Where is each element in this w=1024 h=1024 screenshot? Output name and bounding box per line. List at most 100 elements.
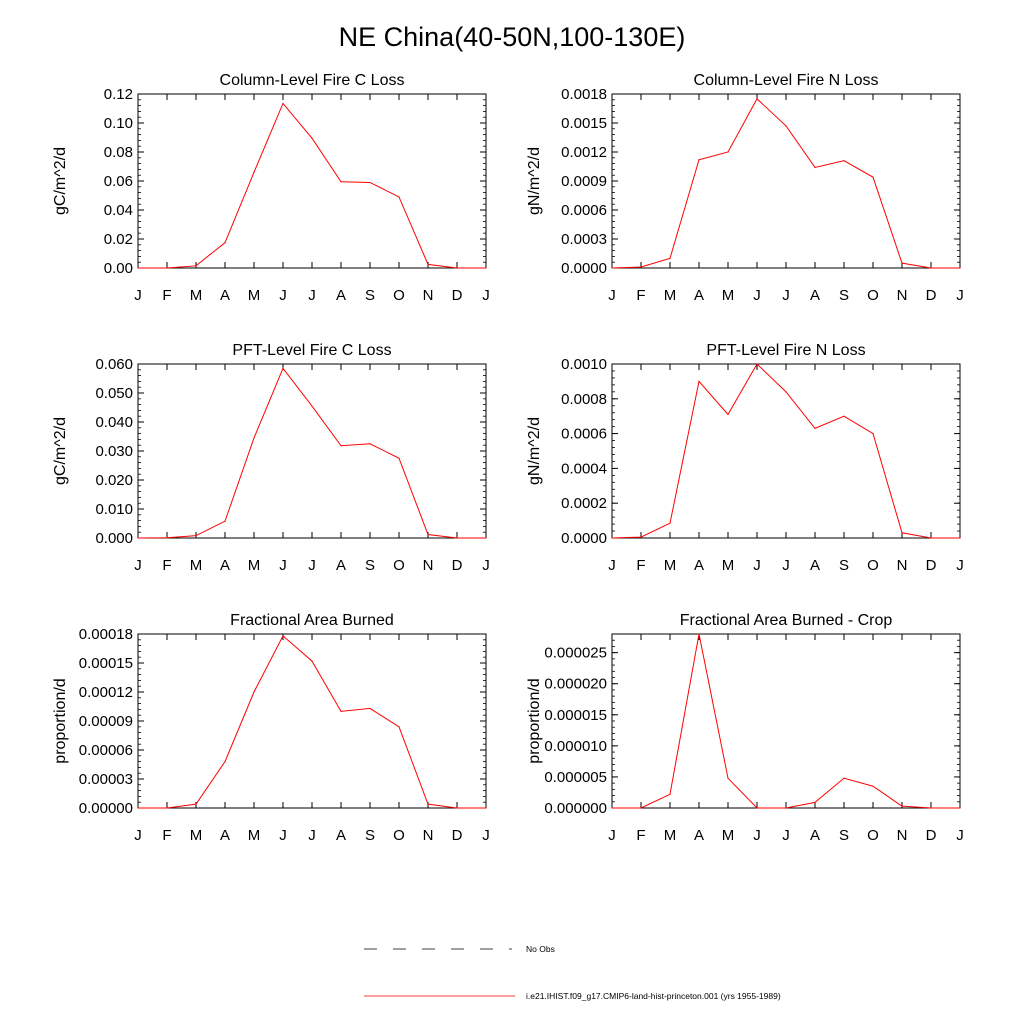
x-tick-label: N xyxy=(423,557,434,574)
series-line xyxy=(611,363,960,539)
x-tick-label: S xyxy=(839,287,849,304)
data-point xyxy=(166,537,168,539)
data-point xyxy=(224,761,226,763)
y-tick-label: 0.0006 xyxy=(561,202,607,219)
data-point xyxy=(137,267,139,269)
x-tick-label: M xyxy=(248,287,261,304)
series-line xyxy=(137,367,486,539)
x-tick-label: M xyxy=(664,287,677,304)
x-tick-label: D xyxy=(926,827,937,844)
x-tick-label: N xyxy=(897,557,908,574)
x-tick-label: O xyxy=(393,827,405,844)
chart-title: PFT-Level Fire C Loss xyxy=(232,342,391,359)
y-tick-label: 0.000 xyxy=(95,530,133,547)
x-tick-label: N xyxy=(423,287,434,304)
data-point xyxy=(611,267,613,269)
data-point xyxy=(727,777,729,779)
series-line xyxy=(612,633,960,809)
y-tick-label: 0.0002 xyxy=(561,495,607,512)
data-point xyxy=(901,262,903,264)
data-point xyxy=(930,537,932,539)
x-tick-label: M xyxy=(190,287,203,304)
series-line xyxy=(611,98,960,269)
x-tick-label: F xyxy=(162,287,171,304)
y-tick-label: 0.0003 xyxy=(561,231,607,248)
y-tick-label: 0.040 xyxy=(95,414,133,431)
y-tick-label: 0.12 xyxy=(104,86,133,103)
x-tick-label: M xyxy=(722,557,735,574)
data-point xyxy=(959,267,961,269)
data-point xyxy=(311,405,313,407)
chart-panel-5: Fractional Area Burned 0.00000 0.00003 0.00… xyxy=(52,612,490,844)
data-point xyxy=(785,807,787,809)
data-point xyxy=(195,265,197,267)
x-tick-label: N xyxy=(897,287,908,304)
x-tick-label: M xyxy=(722,287,735,304)
x-tick-label: D xyxy=(452,557,463,574)
x-tick-label: J xyxy=(956,287,964,304)
x-tick-label: J xyxy=(782,287,790,304)
y-tick-label: 0.00006 xyxy=(79,742,133,759)
data-point xyxy=(456,537,458,539)
data-point xyxy=(398,196,400,198)
x-tick-label: J xyxy=(482,287,490,304)
x-tick-label: J xyxy=(782,557,790,574)
data-point xyxy=(930,267,932,269)
x-tick-label: J xyxy=(482,827,490,844)
data-point xyxy=(485,807,487,809)
x-tick-label: J xyxy=(279,827,287,844)
data-point xyxy=(814,801,816,804)
chart-title: Column-Level Fire N Loss xyxy=(694,72,879,89)
y-axis-label: gN/m^2/d xyxy=(526,147,543,215)
x-tick-label: O xyxy=(867,827,879,844)
y-tick-label: 0.0008 xyxy=(561,391,607,408)
x-tick-label: A xyxy=(694,287,704,304)
chart-panel-6: Fractional Area Burned - Crop 0.000000 0.0… xyxy=(526,612,964,844)
x-tick-label: D xyxy=(926,557,937,574)
chart-panel-3: PFT-Level Fire C Loss 0.000 0.010 0.020 0.03… xyxy=(52,342,490,574)
data-point xyxy=(640,266,642,268)
x-tick-label: A xyxy=(694,557,704,574)
x-tick-label: J xyxy=(134,287,142,304)
data-point xyxy=(814,166,816,169)
y-tick-label: 0.0006 xyxy=(561,426,607,443)
data-point xyxy=(640,807,642,809)
data-point xyxy=(669,793,671,795)
x-tick-label: M xyxy=(248,827,261,844)
y-tick-label: 0.060 xyxy=(95,356,133,373)
data-point xyxy=(166,267,168,269)
y-tick-label: 0.000010 xyxy=(544,738,607,755)
chart-panel-2: Column-Level Fire N Loss 0.0000 0.0003 0.00… xyxy=(526,72,964,304)
data-point xyxy=(340,445,342,447)
x-tick-label: D xyxy=(452,827,463,844)
y-axis-label: gC/m^2/d xyxy=(52,147,69,215)
data-point xyxy=(756,98,758,100)
y-tick-label: 0.10 xyxy=(104,115,133,132)
data-point xyxy=(756,363,758,365)
x-tick-label: J xyxy=(608,287,616,304)
x-tick-label: A xyxy=(220,557,230,574)
x-tick-label: S xyxy=(839,827,849,844)
y-tick-label: 0.030 xyxy=(95,443,133,460)
data-point xyxy=(369,707,371,710)
x-tick-label: M xyxy=(664,827,677,844)
x-tick-label: O xyxy=(867,287,879,304)
chart-panels: Column-Level Fire C Loss 0.00 0.02 0.04 0.06… xyxy=(52,72,964,844)
x-tick-label: J xyxy=(956,557,964,574)
x-tick-label: J xyxy=(308,557,316,574)
y-tick-label: 0.00000 xyxy=(79,800,133,817)
x-tick-label: M xyxy=(722,827,735,844)
data-point xyxy=(282,102,284,105)
plot-frame xyxy=(137,93,487,269)
data-point xyxy=(756,807,758,809)
x-tick-label: F xyxy=(636,827,645,844)
data-point xyxy=(814,427,816,429)
data-point xyxy=(727,413,729,416)
plot-frame xyxy=(137,363,487,539)
legend-obs-label: No Obs xyxy=(526,944,555,954)
data-point xyxy=(311,660,313,662)
y-tick-label: 0.0015 xyxy=(561,115,607,132)
series-line xyxy=(138,635,486,809)
x-tick-label: J xyxy=(753,827,761,844)
